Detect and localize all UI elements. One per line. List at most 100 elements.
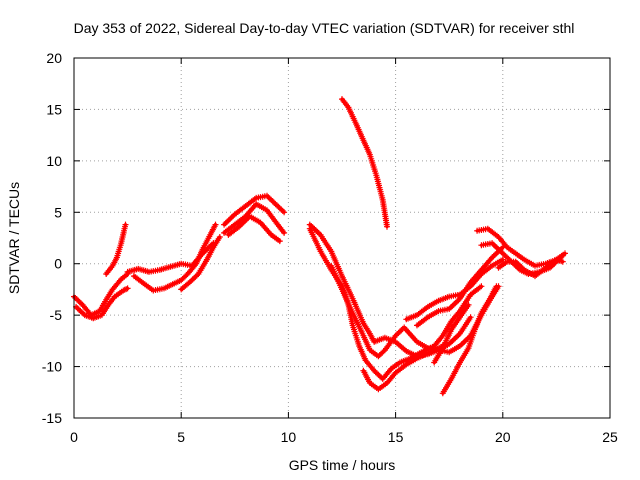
data-point xyxy=(361,369,365,373)
series-track-21 xyxy=(495,250,568,280)
y-axis-label: SDTVAR / TECUs xyxy=(6,182,22,294)
data-point xyxy=(282,210,286,214)
series-track-9 xyxy=(225,213,283,245)
data-point xyxy=(473,328,477,332)
data-point xyxy=(426,305,430,309)
data-point xyxy=(74,305,78,309)
data-point xyxy=(194,262,198,266)
data-point xyxy=(415,356,419,360)
data-point xyxy=(466,346,470,350)
data-point xyxy=(104,298,108,302)
data-point xyxy=(475,229,479,233)
data-point xyxy=(233,212,237,216)
y-tick-label: 5 xyxy=(54,204,62,220)
y-tick-label: -10 xyxy=(42,359,62,375)
data-point xyxy=(458,344,462,348)
data-point xyxy=(222,231,226,235)
data-point xyxy=(368,153,372,157)
data-point xyxy=(209,231,213,235)
data-point xyxy=(259,221,263,225)
data-point xyxy=(385,381,389,385)
data-point xyxy=(158,268,162,272)
data-point xyxy=(106,303,110,307)
data-point xyxy=(441,391,445,395)
x-axis-label: GPS time / hours xyxy=(289,457,396,473)
series-line xyxy=(340,97,389,229)
data-point xyxy=(147,270,151,274)
data-point xyxy=(398,360,402,364)
data-point xyxy=(276,223,280,227)
series-track-3 xyxy=(103,221,129,277)
data-point xyxy=(168,265,172,269)
data-point xyxy=(254,202,258,206)
data-point xyxy=(351,297,355,301)
data-point xyxy=(91,316,95,320)
series-markers xyxy=(339,96,390,230)
data-point xyxy=(222,223,226,227)
x-tick-label: 0 xyxy=(70,429,78,445)
data-point xyxy=(486,227,490,231)
data-point xyxy=(126,270,130,274)
data-point xyxy=(355,124,359,128)
data-point xyxy=(469,315,473,319)
data-point xyxy=(436,309,440,313)
data-point xyxy=(329,249,333,253)
data-point xyxy=(505,245,509,249)
data-point xyxy=(561,260,565,264)
data-point xyxy=(111,264,115,268)
data-point xyxy=(115,256,119,260)
data-point xyxy=(132,274,136,278)
data-point xyxy=(381,198,385,202)
data-point xyxy=(490,256,494,260)
x-axis-ticks: 0 5 10 15 20 25 xyxy=(70,58,618,445)
data-point xyxy=(136,267,140,271)
data-point xyxy=(368,381,372,385)
data-point xyxy=(248,214,252,218)
data-point xyxy=(211,245,215,249)
data-point xyxy=(447,342,451,346)
data-point xyxy=(340,97,344,101)
data-point xyxy=(447,307,451,311)
data-point xyxy=(389,367,393,371)
data-point xyxy=(469,280,473,284)
plot-frame xyxy=(73,57,611,419)
data-point xyxy=(415,313,419,317)
y-tick-label: 20 xyxy=(46,50,62,66)
data-point xyxy=(214,223,218,227)
data-point xyxy=(269,233,273,237)
data-point xyxy=(394,340,398,344)
data-point xyxy=(98,309,102,313)
grid-lines xyxy=(74,58,610,418)
data-point xyxy=(514,251,518,255)
series-track-6 xyxy=(178,234,223,293)
data-point xyxy=(522,268,526,272)
data-point xyxy=(351,311,355,315)
data-point xyxy=(119,241,123,245)
data-point xyxy=(357,344,361,348)
data-point xyxy=(458,332,462,336)
data-point xyxy=(554,258,558,262)
data-point xyxy=(196,272,200,276)
data-point xyxy=(449,328,453,332)
data-point xyxy=(123,223,127,227)
data-point xyxy=(83,313,87,317)
data-point xyxy=(319,233,323,237)
data-point xyxy=(265,208,269,212)
data-point xyxy=(428,350,432,354)
data-point xyxy=(479,284,483,288)
data-point xyxy=(265,194,269,198)
data-point xyxy=(402,325,406,329)
data-point xyxy=(368,348,372,352)
x-tick-label: 25 xyxy=(602,429,618,445)
data-point xyxy=(415,340,419,344)
data-point xyxy=(319,249,323,253)
data-point xyxy=(432,360,436,364)
data-point xyxy=(381,377,385,381)
data-point xyxy=(351,323,355,327)
data-point xyxy=(282,231,286,235)
x-tick-label: 20 xyxy=(495,429,511,445)
data-point xyxy=(361,138,365,142)
data-point xyxy=(329,264,333,268)
data-point xyxy=(479,311,483,315)
